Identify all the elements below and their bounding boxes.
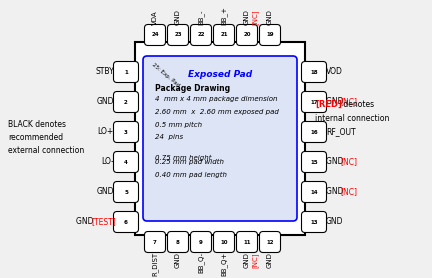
FancyBboxPatch shape xyxy=(114,61,139,83)
Text: external connection: external connection xyxy=(8,146,84,155)
Text: 21: 21 xyxy=(220,33,228,38)
Text: GND: GND xyxy=(326,158,346,167)
Text: VOD: VOD xyxy=(326,68,343,76)
FancyBboxPatch shape xyxy=(144,24,165,46)
FancyBboxPatch shape xyxy=(213,232,235,252)
Text: GND: GND xyxy=(96,187,114,197)
Text: [RED]: [RED] xyxy=(315,100,342,109)
Text: 11: 11 xyxy=(243,240,251,244)
Text: 7: 7 xyxy=(153,240,157,244)
Text: [NC]: [NC] xyxy=(340,158,357,167)
Text: STBY: STBY xyxy=(95,68,114,76)
Text: 5: 5 xyxy=(124,190,128,195)
Text: R_DIST: R_DIST xyxy=(152,252,159,276)
Text: LO-: LO- xyxy=(101,158,114,167)
FancyBboxPatch shape xyxy=(114,91,139,113)
Text: internal connection: internal connection xyxy=(315,114,389,123)
Text: 16: 16 xyxy=(310,130,318,135)
Text: Exposed Pad: Exposed Pad xyxy=(188,70,252,79)
Text: GND: GND xyxy=(175,9,181,25)
FancyBboxPatch shape xyxy=(302,212,327,232)
Text: 0.40 mm pad length: 0.40 mm pad length xyxy=(155,172,227,178)
Text: BLACK denotes: BLACK denotes xyxy=(8,120,66,129)
Text: Package Drawing: Package Drawing xyxy=(155,84,230,93)
Text: BB_Q+: BB_Q+ xyxy=(221,252,227,276)
Text: 19: 19 xyxy=(266,33,274,38)
Text: 2.60 mm  x  2.60 mm exposed pad: 2.60 mm x 2.60 mm exposed pad xyxy=(155,109,279,115)
Text: 18: 18 xyxy=(310,70,318,75)
Text: 25: Exp. Pad: 25: Exp. Pad xyxy=(151,62,181,88)
FancyBboxPatch shape xyxy=(302,61,327,83)
Text: 24: 24 xyxy=(151,33,159,38)
Text: [NC]: [NC] xyxy=(251,9,258,25)
FancyBboxPatch shape xyxy=(302,91,327,113)
Text: GND: GND xyxy=(96,98,114,106)
FancyBboxPatch shape xyxy=(260,24,280,46)
FancyBboxPatch shape xyxy=(236,24,257,46)
Text: 15: 15 xyxy=(310,160,318,165)
Text: [NC]: [NC] xyxy=(251,252,258,267)
Text: 22: 22 xyxy=(197,33,205,38)
FancyBboxPatch shape xyxy=(114,212,139,232)
FancyBboxPatch shape xyxy=(191,232,212,252)
FancyBboxPatch shape xyxy=(302,152,327,173)
Text: GND: GND xyxy=(326,187,346,197)
Text: 0.5 mm pitch: 0.5 mm pitch xyxy=(155,121,202,128)
FancyBboxPatch shape xyxy=(236,232,257,252)
FancyBboxPatch shape xyxy=(191,24,212,46)
Text: 13: 13 xyxy=(310,220,318,225)
Text: BB_-: BB_- xyxy=(197,9,204,25)
Text: 0.25 mm pad width: 0.25 mm pad width xyxy=(155,159,224,165)
Text: BB_Q-: BB_Q- xyxy=(197,252,204,273)
Text: 24  pins: 24 pins xyxy=(155,134,183,140)
FancyBboxPatch shape xyxy=(302,182,327,202)
Text: GND: GND xyxy=(175,252,181,268)
Text: 17: 17 xyxy=(310,100,318,105)
FancyBboxPatch shape xyxy=(168,232,188,252)
FancyBboxPatch shape xyxy=(143,56,297,221)
Text: 20: 20 xyxy=(243,33,251,38)
Text: [NC]: [NC] xyxy=(340,187,357,197)
FancyBboxPatch shape xyxy=(213,24,235,46)
Text: recommended: recommended xyxy=(8,133,63,142)
FancyBboxPatch shape xyxy=(114,152,139,173)
Text: 1: 1 xyxy=(124,70,128,75)
Text: 3: 3 xyxy=(124,130,128,135)
Bar xyxy=(135,42,305,235)
Text: 2: 2 xyxy=(124,100,128,105)
Text: GND: GND xyxy=(76,217,96,227)
Text: 4  mm x 4 mm package dimension: 4 mm x 4 mm package dimension xyxy=(155,96,277,103)
Text: 6: 6 xyxy=(124,220,128,225)
Text: 14: 14 xyxy=(310,190,318,195)
Text: BB_+: BB_+ xyxy=(221,6,227,25)
Text: GND: GND xyxy=(326,98,346,106)
Text: LO+: LO+ xyxy=(98,128,114,136)
Text: RF_OUT: RF_OUT xyxy=(326,128,356,136)
FancyBboxPatch shape xyxy=(114,182,139,202)
Text: GND: GND xyxy=(267,252,273,268)
Text: 12: 12 xyxy=(266,240,274,244)
FancyBboxPatch shape xyxy=(114,121,139,143)
Text: 23: 23 xyxy=(174,33,182,38)
Text: GND: GND xyxy=(244,9,250,25)
FancyBboxPatch shape xyxy=(260,232,280,252)
Text: 10: 10 xyxy=(220,240,228,244)
FancyBboxPatch shape xyxy=(302,121,327,143)
Text: 9: 9 xyxy=(199,240,203,244)
FancyBboxPatch shape xyxy=(168,24,188,46)
FancyBboxPatch shape xyxy=(144,232,165,252)
Text: 0.75 mm height: 0.75 mm height xyxy=(155,155,212,161)
Text: VDA: VDA xyxy=(152,10,158,25)
Text: 4: 4 xyxy=(124,160,128,165)
Text: [NC]: [NC] xyxy=(340,98,357,106)
Text: GND: GND xyxy=(244,252,250,268)
Text: GND: GND xyxy=(267,9,273,25)
Text: denotes: denotes xyxy=(341,100,374,109)
Text: 8: 8 xyxy=(176,240,180,244)
Text: GND: GND xyxy=(326,217,343,227)
Text: [TEST]: [TEST] xyxy=(91,217,116,227)
